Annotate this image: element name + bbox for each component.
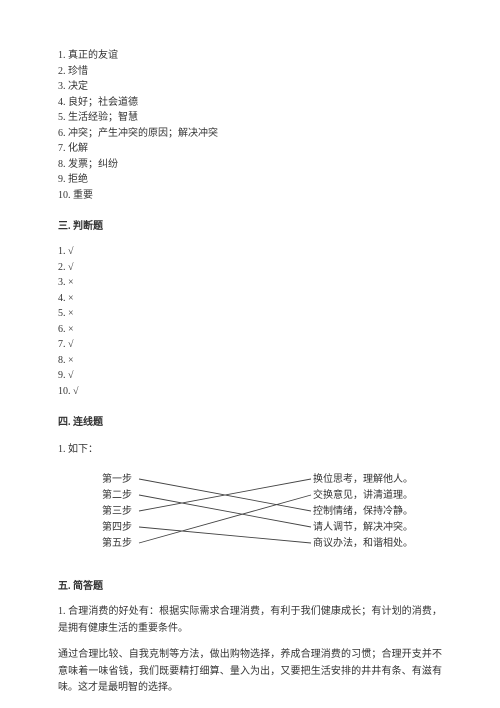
list-item: 6. × bbox=[58, 322, 442, 338]
list-item: 2. 珍惜 bbox=[58, 64, 442, 80]
list-item: 4. 良好；社会道德 bbox=[58, 95, 442, 111]
list-item: 3. × bbox=[58, 275, 442, 291]
svg-text:第一步: 第一步 bbox=[102, 472, 132, 485]
list-item: 10. √ bbox=[58, 384, 442, 400]
connection-svg: 第一步第二步第三步第四步第五步 换位思考，理解他人。交换意见，讲清道理。控制情绪，… bbox=[65, 467, 435, 559]
svg-text:控制情绪，保持冷静。: 控制情绪，保持冷静。 bbox=[313, 504, 413, 517]
list-item: 10. 重要 bbox=[58, 188, 442, 204]
list-item: 7. 化解 bbox=[58, 141, 442, 157]
section-4-heading: 四. 连线题 bbox=[58, 413, 442, 428]
list-item: 2. √ bbox=[58, 260, 442, 276]
list-item: 4. × bbox=[58, 291, 442, 307]
list-item: 7. √ bbox=[58, 337, 442, 353]
section-4-q1: 1. 如下： bbox=[58, 440, 442, 455]
list-item: 9. 拒绝 bbox=[58, 172, 442, 188]
section-3-heading: 三. 判断题 bbox=[58, 217, 442, 232]
svg-text:第五步: 第五步 bbox=[102, 536, 132, 549]
section-5-heading: 五. 简答题 bbox=[58, 577, 442, 592]
list-item: 8. × bbox=[58, 353, 442, 369]
list-item: 6. 冲突；产生冲突的原因；解决冲突 bbox=[58, 126, 442, 142]
section-2-answers: 1. 真正的友谊 2. 珍惜 3. 决定 4. 良好；社会道德 5. 生活经验；… bbox=[58, 48, 442, 203]
svg-text:商议办法，和谐相处。: 商议办法，和谐相处。 bbox=[313, 536, 413, 549]
list-item: 1. 真正的友谊 bbox=[58, 48, 442, 64]
list-item: 3. 决定 bbox=[58, 79, 442, 95]
list-item: 9. √ bbox=[58, 368, 442, 384]
list-item: 5. × bbox=[58, 306, 442, 322]
svg-text:请人调节，解决冲突。: 请人调节，解决冲突。 bbox=[313, 520, 413, 533]
svg-text:交换意见，讲清道理。: 交换意见，讲清道理。 bbox=[313, 488, 413, 501]
svg-text:第四步: 第四步 bbox=[102, 520, 132, 533]
list-item: 8. 发票；纠纷 bbox=[58, 157, 442, 173]
section-5-para-1: 1. 合理消费的好处有：根据实际需求合理消费，有利于我们健康成长；有计划的消费，… bbox=[58, 604, 442, 637]
svg-text:第二步: 第二步 bbox=[102, 488, 132, 501]
list-item: 1. √ bbox=[58, 244, 442, 260]
connection-diagram: 第一步第二步第三步第四步第五步 换位思考，理解他人。交换意见，讲清道理。控制情绪，… bbox=[58, 467, 442, 559]
section-3-answers: 1. √ 2. √ 3. × 4. × 5. × 6. × 7. √ 8. × … bbox=[58, 244, 442, 399]
list-item: 5. 生活经验；智慧 bbox=[58, 110, 442, 126]
section-5-para-2: 通过合理比较、自我克制等方法，做出购物选择，养成合理消费的习惯；合理开支并不意味… bbox=[58, 647, 442, 697]
svg-text:换位思考，理解他人。: 换位思考，理解他人。 bbox=[313, 472, 413, 485]
svg-text:第三步: 第三步 bbox=[102, 504, 132, 517]
